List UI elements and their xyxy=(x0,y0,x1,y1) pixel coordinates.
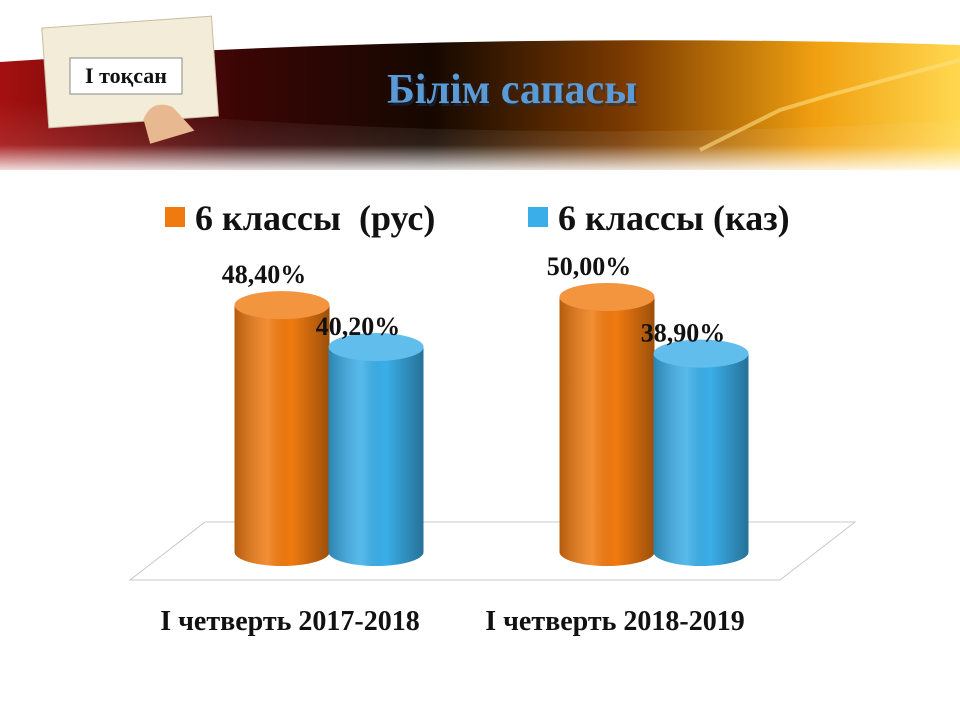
bar-shade xyxy=(559,297,655,566)
bar-shade xyxy=(234,305,330,566)
title-shadow: Білім сапасы xyxy=(389,70,639,116)
bar-top-light xyxy=(328,332,424,361)
x-tick-label: I четверть 2017-2018 xyxy=(160,606,420,637)
bar-shade xyxy=(328,346,424,566)
header-fade xyxy=(0,100,960,175)
bar-top xyxy=(234,291,330,320)
value-label: 50,00% xyxy=(547,252,632,281)
legend-swatch xyxy=(165,207,185,227)
title: Білім сапасы xyxy=(387,67,637,113)
bar-shade xyxy=(653,353,749,566)
bar-top-light xyxy=(234,291,330,320)
bar-top xyxy=(559,283,655,311)
hand xyxy=(143,104,195,144)
bar-top xyxy=(653,339,749,368)
legend-label: 6 классы (каз) xyxy=(558,198,790,238)
decor-line xyxy=(699,58,960,152)
bar-top-light xyxy=(559,283,655,311)
legend-label: 6 классы (рус) xyxy=(195,198,435,238)
legend-swatch xyxy=(528,207,548,227)
badge: I тоқсан xyxy=(85,63,167,88)
x-tick-label: I четверть 2018-2019 xyxy=(485,606,745,637)
badge-box xyxy=(69,57,183,95)
value-label: 38,90% xyxy=(641,319,726,348)
bar-top-light xyxy=(653,339,749,368)
value-label: 48,40% xyxy=(222,260,307,289)
value-label: 40,20% xyxy=(316,312,401,341)
bar-top xyxy=(328,332,424,361)
